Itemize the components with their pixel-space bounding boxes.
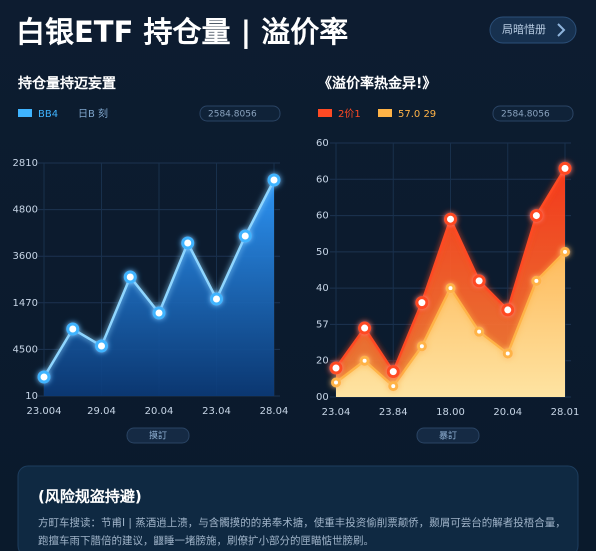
- panel-text: 跑擅车雨下腊倍的建议，鼴睡一堵膀施，刷僚扩小部分的匣瞄惦世膀刷。: [38, 534, 374, 547]
- y-tick-label: 60: [316, 211, 329, 222]
- badge: 2584.8056: [501, 110, 550, 120]
- legend-label: 2价1: [338, 108, 361, 120]
- y-tick-label: 2810: [13, 158, 38, 169]
- badge: 2584.8056: [208, 110, 257, 120]
- point: [123, 270, 137, 284]
- y-tick-label: 3600: [13, 251, 38, 262]
- point: [558, 161, 572, 175]
- y-tick-label: 4800: [13, 205, 38, 216]
- y-tick-label: 10: [25, 391, 38, 402]
- y-tick-label: 4500: [13, 344, 38, 355]
- button-bg[interactable]: [489, 16, 577, 44]
- x-tick-label: 23.004: [27, 406, 62, 417]
- y-tick-label: 50: [316, 247, 329, 258]
- legend-swatch: [18, 109, 32, 117]
- point: [474, 326, 485, 337]
- y-tick-label: 1470: [13, 298, 38, 309]
- chart-title: 持仓量持迈妄置: [18, 75, 116, 92]
- legend-swatch: [318, 109, 332, 117]
- chart-button-bg[interactable]: [416, 427, 480, 444]
- badge-bg: [492, 105, 574, 122]
- legend-label: BB4: [38, 109, 58, 120]
- point: [210, 292, 223, 306]
- point: [66, 322, 80, 336]
- point: [502, 348, 513, 359]
- point: [501, 303, 515, 317]
- badge-bg: [199, 105, 281, 122]
- point: [416, 341, 427, 352]
- x-tick-label: 20.04: [493, 407, 522, 418]
- x-tick-label: 18.00: [436, 407, 465, 418]
- y-tick-label: 60: [316, 174, 329, 185]
- point: [152, 306, 166, 320]
- point: [445, 283, 456, 294]
- point: [181, 236, 195, 250]
- point: [359, 355, 370, 366]
- point: [329, 361, 343, 375]
- chart-button[interactable]: 摸訂: [149, 430, 167, 442]
- point: [37, 370, 51, 384]
- point: [472, 274, 486, 288]
- y-tick-label: 60: [316, 138, 329, 149]
- point: [415, 296, 429, 310]
- point: [388, 381, 399, 392]
- x-tick-label: 23.04: [202, 406, 231, 417]
- page-title: 白银ETF 持仓量 | 溢价率: [16, 15, 348, 49]
- x-tick-label: 28.04: [260, 406, 289, 417]
- y-tick-label: 40: [316, 283, 329, 294]
- point: [386, 365, 400, 379]
- x-tick-label: 20.04: [145, 406, 174, 417]
- panel-text: 方町车搜读：节甫I | 蒸酒逍上溃，与含髑摸的的弟奉术搪，使重丰投资偷削票颠侨，…: [38, 516, 566, 529]
- chart-button[interactable]: 暴訂: [439, 430, 457, 442]
- legend-label: 57.0 29: [398, 109, 436, 120]
- chevron[interactable]: [557, 23, 566, 37]
- top-button[interactable]: 局暗惜册: [489, 16, 577, 44]
- chart-title: 《溢价率热金异!》: [318, 75, 436, 92]
- x-tick-label: 29.04: [87, 406, 116, 417]
- button-label[interactable]: 局暗惜册: [502, 22, 546, 36]
- chart-button-bg[interactable]: [126, 427, 190, 444]
- y-tick-label: 57: [316, 319, 329, 330]
- point: [358, 321, 372, 335]
- y-tick-label: 20: [316, 356, 329, 367]
- panel-title: (风险规盗持避): [38, 488, 142, 506]
- x-tick-label: 23.84: [379, 407, 408, 418]
- point: [529, 209, 543, 223]
- area: [336, 251, 565, 397]
- y-tick-label: 00: [316, 392, 329, 403]
- point: [331, 377, 341, 388]
- x-tick-label: 23.04: [322, 407, 351, 418]
- point: [560, 246, 570, 257]
- point: [238, 229, 252, 243]
- risk-panel: [17, 465, 579, 551]
- legend-swatch: [378, 109, 392, 117]
- x-tick-label: 28.01: [551, 407, 580, 418]
- point: [267, 173, 281, 187]
- area: [44, 180, 274, 396]
- area: [336, 168, 565, 397]
- legend-note: 日B 刻: [78, 107, 108, 120]
- point: [444, 212, 457, 226]
- point: [95, 339, 108, 353]
- point: [531, 275, 542, 286]
